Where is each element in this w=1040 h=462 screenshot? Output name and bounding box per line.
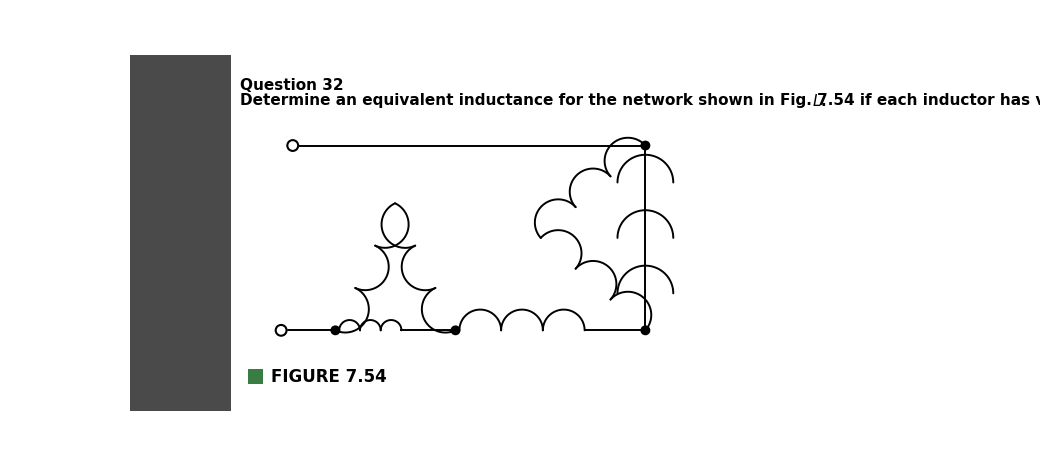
Circle shape	[276, 325, 287, 336]
Circle shape	[331, 326, 340, 334]
Text: Question 32: Question 32	[240, 78, 343, 93]
Circle shape	[451, 326, 460, 334]
Bar	[130, 55, 231, 411]
Bar	[248, 369, 263, 384]
Text: Determine an equivalent inductance for the network shown in Fig. 7.54 if each in: Determine an equivalent inductance for t…	[240, 93, 1040, 108]
Text: FIGURE 7.54: FIGURE 7.54	[271, 368, 387, 385]
Text: $\mathit{L}$.: $\mathit{L}$.	[812, 93, 827, 109]
Circle shape	[641, 326, 650, 334]
Circle shape	[287, 140, 298, 151]
Circle shape	[641, 141, 650, 150]
